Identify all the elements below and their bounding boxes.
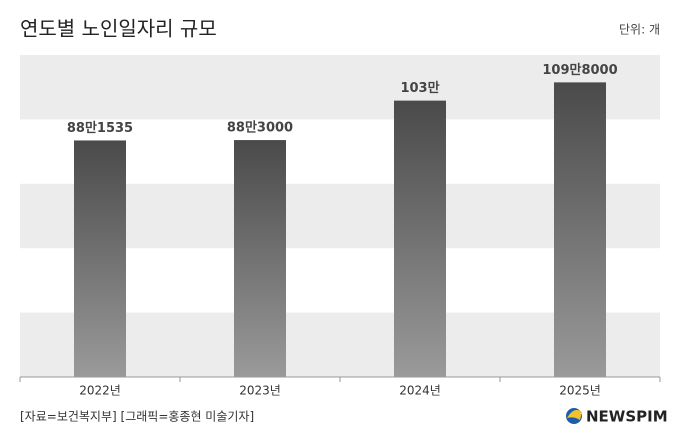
value-label: 88만3000 (227, 120, 293, 136)
x-tick-label: 2023년 (239, 384, 281, 398)
x-tick-label: 2025년 (559, 384, 601, 398)
chart-title: 연도별 노인일자리 규모 (20, 17, 217, 41)
source: [자료=보건복지부] [그래픽=홍종현 미술기자] (20, 410, 254, 424)
x-tick-label: 2024년 (399, 384, 441, 398)
background-band (20, 183, 660, 249)
unit-label: 단위: 개 (619, 23, 660, 37)
value-label: 88만1535 (67, 120, 133, 136)
logo: NEWSPIM (586, 408, 668, 426)
value-label: 103만 (400, 80, 439, 96)
bar (554, 82, 606, 378)
background-bands (20, 55, 660, 377)
background-band (20, 55, 660, 120)
bar (394, 100, 446, 377)
x-tick-label: 2022년 (79, 384, 121, 398)
bar (74, 140, 126, 377)
logo-icon-accent (567, 410, 582, 420)
background-band (20, 312, 660, 377)
bar (234, 140, 286, 377)
value-label: 109만8000 (542, 62, 617, 78)
